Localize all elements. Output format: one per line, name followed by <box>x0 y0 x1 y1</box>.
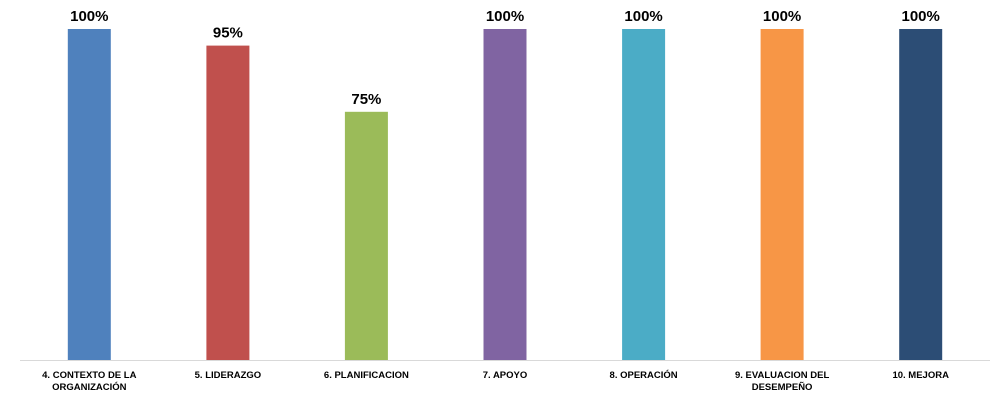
data-label-6: 100% <box>763 8 801 25</box>
category-label-line: 4. CONTEXTO DE LA <box>42 370 136 381</box>
category-label-line: 5. LIDERAZGO <box>195 370 262 381</box>
value-labels-group: 100% 95% 75% 100% 100% 100% 100% <box>70 8 940 108</box>
category-label-6: 9. EVALUACION DEL DESEMPEÑO <box>735 370 830 393</box>
bar-6 <box>760 29 804 360</box>
category-label-line: 6. PLANIFICACION <box>324 370 409 381</box>
category-label-3: 6. PLANIFICACION <box>324 370 409 381</box>
data-label-7: 100% <box>902 8 940 25</box>
bars-group <box>67 29 943 361</box>
category-label-5: 8. OPERACIÓN <box>610 369 678 381</box>
data-label-1: 100% <box>70 8 108 25</box>
category-label-line: 10. MEJORA <box>892 370 949 381</box>
data-label-4: 100% <box>486 8 524 25</box>
data-label-3: 75% <box>351 91 381 108</box>
bar-7 <box>899 29 943 360</box>
category-label-line: 7. APOYO <box>483 370 528 381</box>
category-label-4: 7. APOYO <box>483 370 528 381</box>
category-label-line: 9. EVALUACION DEL <box>735 370 830 381</box>
data-label-5: 100% <box>624 8 662 25</box>
category-label-2: 5. LIDERAZGO <box>195 370 262 381</box>
bar-5 <box>622 29 666 360</box>
bar-4 <box>483 29 527 360</box>
bar-3 <box>344 111 388 361</box>
category-label-1: 4. CONTEXTO DE LA ORGANIZACIÓN <box>42 370 136 393</box>
data-label-2: 95% <box>213 25 243 42</box>
bar-2 <box>206 45 250 360</box>
category-label-7: 10. MEJORA <box>892 370 949 381</box>
category-label-line: ORGANIZACIÓN <box>52 381 127 393</box>
category-label-line: DESEMPEÑO <box>752 382 813 393</box>
bar-1 <box>67 29 111 360</box>
category-labels-group: 4. CONTEXTO DE LA ORGANIZACIÓN 5. LIDERAZG… <box>42 369 949 393</box>
category-label-line: 8. OPERACIÓN <box>610 369 678 381</box>
